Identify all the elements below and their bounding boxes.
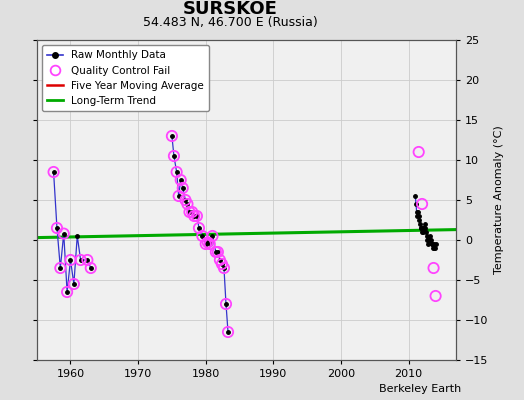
Point bbox=[181, 197, 190, 203]
Point bbox=[418, 201, 426, 207]
Point bbox=[168, 133, 176, 139]
Point bbox=[67, 257, 75, 263]
Text: 54.483 N, 46.700 E (Russia): 54.483 N, 46.700 E (Russia) bbox=[143, 16, 318, 29]
Point bbox=[174, 193, 183, 199]
Point bbox=[220, 265, 228, 271]
Point bbox=[218, 261, 226, 267]
Point bbox=[179, 185, 187, 191]
Point bbox=[185, 209, 194, 215]
Point bbox=[170, 153, 178, 159]
Point bbox=[222, 301, 230, 307]
Point bbox=[53, 225, 61, 231]
Point bbox=[414, 149, 423, 155]
Point bbox=[208, 233, 216, 239]
Point bbox=[216, 257, 224, 263]
Point bbox=[56, 265, 64, 271]
Point bbox=[203, 239, 212, 246]
Text: SURSKOE: SURSKOE bbox=[183, 0, 278, 18]
Point bbox=[195, 225, 203, 231]
Point bbox=[177, 177, 185, 183]
Point bbox=[60, 230, 68, 237]
Point bbox=[198, 233, 206, 239]
Point bbox=[63, 289, 71, 295]
Y-axis label: Temperature Anomaly (°C): Temperature Anomaly (°C) bbox=[494, 126, 504, 274]
Point bbox=[212, 249, 220, 255]
Text: Berkeley Earth: Berkeley Earth bbox=[379, 384, 461, 394]
Point bbox=[202, 241, 210, 247]
Point bbox=[77, 257, 85, 263]
Point bbox=[49, 169, 58, 175]
Point bbox=[86, 265, 95, 271]
Point bbox=[172, 169, 181, 175]
Point bbox=[214, 249, 222, 255]
Point bbox=[431, 293, 440, 299]
Point bbox=[70, 281, 78, 287]
Point bbox=[190, 213, 199, 219]
Point bbox=[183, 201, 192, 207]
Point bbox=[188, 209, 196, 215]
Point bbox=[193, 213, 201, 219]
Point bbox=[429, 265, 438, 271]
Legend: Raw Monthly Data, Quality Control Fail, Five Year Moving Average, Long-Term Tren: Raw Monthly Data, Quality Control Fail, … bbox=[42, 45, 209, 111]
Point bbox=[205, 241, 214, 247]
Point bbox=[224, 329, 232, 335]
Point bbox=[83, 257, 92, 263]
